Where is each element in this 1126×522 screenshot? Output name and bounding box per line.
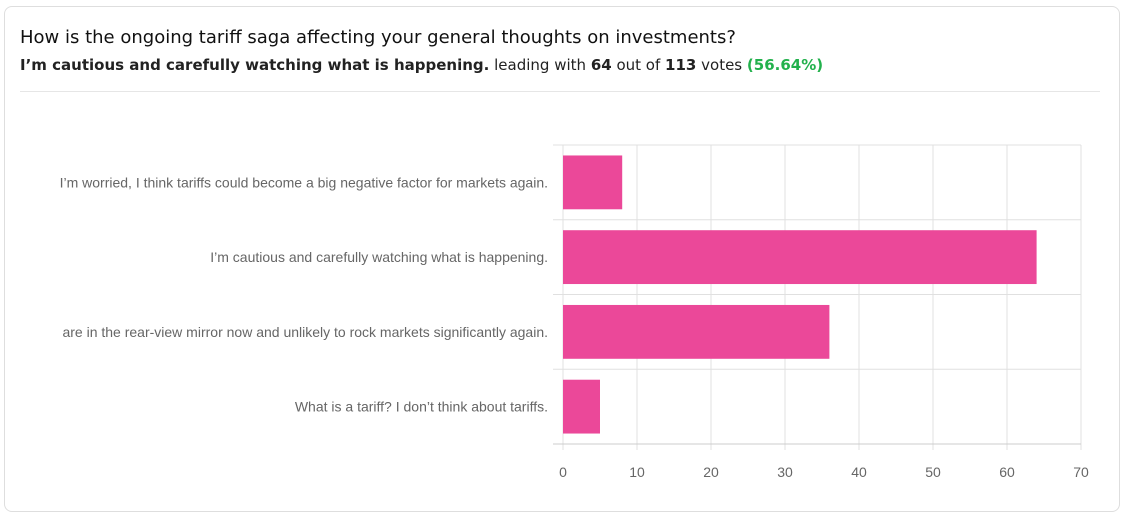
category-label: I’m cautious and carefully watching what… [210, 249, 548, 265]
category-label: are in the rear-view mirror now and unli… [62, 324, 548, 340]
total-votes: 113 [665, 56, 697, 74]
category-label: What is a tariff? I don’t think about ta… [295, 399, 548, 415]
votes-word: votes [701, 56, 743, 74]
category-label: I’m worried, I think tariffs could becom… [60, 174, 548, 190]
x-tick-label: 30 [777, 464, 793, 480]
x-tick-label: 50 [925, 464, 941, 480]
header-divider [20, 91, 1100, 92]
poll-summary: I’m cautious and carefully watching what… [20, 54, 1100, 76]
x-tick-label: 60 [999, 464, 1015, 480]
poll-question: How is the ongoing tariff saga affecting… [20, 27, 736, 48]
leading-answer: I’m cautious and carefully watching what… [20, 56, 490, 74]
bar [563, 304, 830, 359]
leading-percent: (56.64%) [746, 56, 824, 74]
bar [563, 230, 1037, 285]
x-tick-label: 10 [629, 464, 645, 480]
x-tick-label: 20 [703, 464, 719, 480]
bar [563, 155, 623, 210]
x-tick-label: 70 [1073, 464, 1089, 480]
poll-header: How is the ongoing tariff saga affecting… [20, 26, 1100, 76]
bar [563, 379, 600, 434]
x-tick-label: 40 [851, 464, 867, 480]
leading-votes: 64 [590, 56, 612, 74]
out-of-text: out of [616, 56, 661, 74]
x-tick-label: 0 [559, 464, 567, 480]
leading-with-text: leading with [494, 56, 587, 74]
